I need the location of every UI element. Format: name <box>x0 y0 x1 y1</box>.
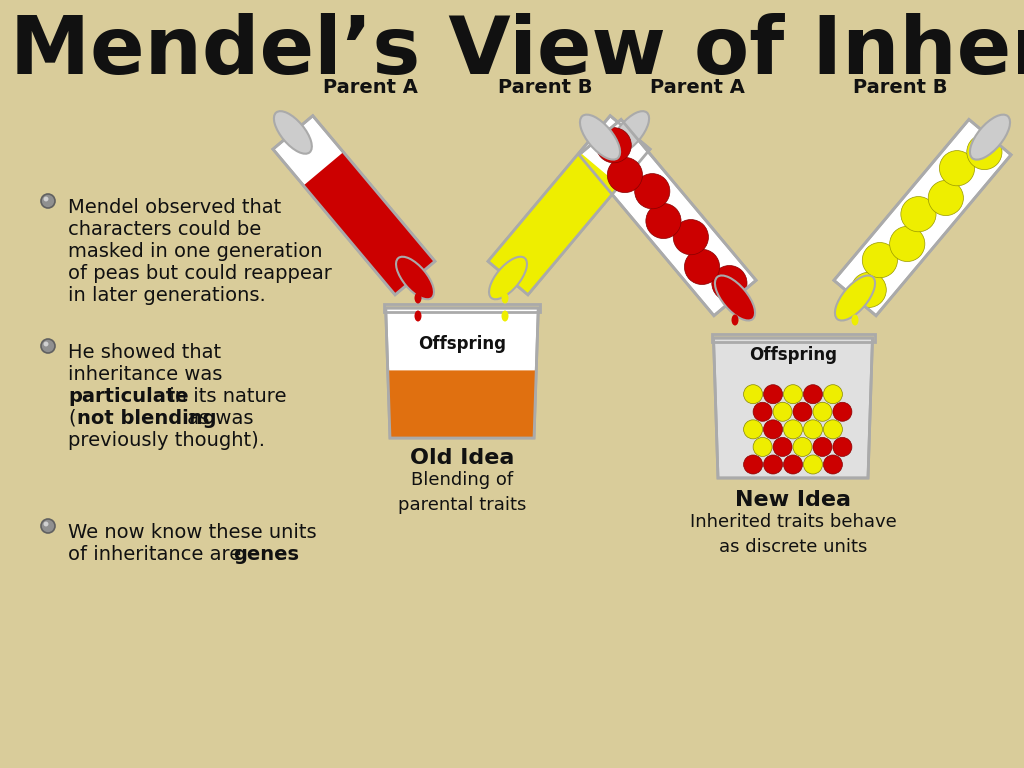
Text: characters could be: characters could be <box>68 220 261 239</box>
Text: particulate: particulate <box>68 387 188 406</box>
Ellipse shape <box>611 111 649 154</box>
Polygon shape <box>834 120 1011 316</box>
Circle shape <box>673 220 709 255</box>
Circle shape <box>793 438 812 456</box>
Circle shape <box>743 420 763 439</box>
Circle shape <box>823 455 843 474</box>
Text: inheritance was: inheritance was <box>68 365 222 384</box>
Circle shape <box>804 420 822 439</box>
Text: Mendel observed that: Mendel observed that <box>68 198 282 217</box>
Circle shape <box>764 455 782 474</box>
Ellipse shape <box>835 276 876 320</box>
Text: Parent A: Parent A <box>649 78 744 97</box>
Text: Parent B: Parent B <box>853 78 947 97</box>
Circle shape <box>684 250 720 284</box>
Circle shape <box>783 385 803 404</box>
Circle shape <box>712 266 746 301</box>
Ellipse shape <box>502 310 509 322</box>
Circle shape <box>901 197 936 232</box>
Circle shape <box>41 194 55 208</box>
Circle shape <box>804 385 822 404</box>
Circle shape <box>928 180 964 216</box>
Bar <box>712 334 874 342</box>
Circle shape <box>813 438 831 456</box>
Text: as was: as was <box>181 409 253 428</box>
Circle shape <box>851 273 887 307</box>
Text: masked in one generation: masked in one generation <box>68 242 323 261</box>
Ellipse shape <box>970 114 1010 160</box>
Text: Offspring: Offspring <box>418 336 506 353</box>
Circle shape <box>44 342 48 346</box>
Text: genes: genes <box>232 545 299 564</box>
Circle shape <box>813 402 831 422</box>
Circle shape <box>833 438 852 456</box>
Polygon shape <box>273 116 435 295</box>
Polygon shape <box>388 370 537 438</box>
Text: Old Idea: Old Idea <box>410 448 514 468</box>
Ellipse shape <box>715 276 755 320</box>
Text: He showed that: He showed that <box>68 343 221 362</box>
Circle shape <box>753 402 772 422</box>
Circle shape <box>823 385 843 404</box>
Circle shape <box>646 204 681 239</box>
Circle shape <box>833 402 852 422</box>
Ellipse shape <box>502 293 509 303</box>
Circle shape <box>804 455 822 474</box>
Text: Blending of
parental traits: Blending of parental traits <box>397 471 526 514</box>
Polygon shape <box>579 120 756 316</box>
Text: not blending: not blending <box>77 409 216 428</box>
Circle shape <box>596 127 632 163</box>
Polygon shape <box>488 116 650 295</box>
Text: previously thought).: previously thought). <box>68 431 265 450</box>
Circle shape <box>44 521 48 526</box>
Polygon shape <box>303 152 435 295</box>
Ellipse shape <box>396 257 434 300</box>
Ellipse shape <box>489 257 527 300</box>
Text: Offspring: Offspring <box>749 346 837 364</box>
Circle shape <box>939 151 975 186</box>
Text: New Idea: New Idea <box>735 490 851 510</box>
Text: Parent A: Parent A <box>323 78 418 97</box>
Text: We now know these units: We now know these units <box>68 523 316 542</box>
Polygon shape <box>488 152 620 295</box>
Ellipse shape <box>415 293 422 303</box>
Text: Parent B: Parent B <box>498 78 592 97</box>
Circle shape <box>862 243 897 278</box>
Circle shape <box>773 402 792 422</box>
Text: in its nature: in its nature <box>164 387 287 406</box>
Circle shape <box>783 420 803 439</box>
Text: (: ( <box>68 409 76 428</box>
Text: of inheritance are: of inheritance are <box>68 545 248 564</box>
Circle shape <box>41 519 55 533</box>
Ellipse shape <box>415 310 422 322</box>
Circle shape <box>753 438 772 456</box>
Circle shape <box>41 339 55 353</box>
Ellipse shape <box>852 315 858 326</box>
Text: .: . <box>276 545 283 564</box>
Circle shape <box>607 157 642 193</box>
Polygon shape <box>714 338 872 478</box>
Circle shape <box>764 420 782 439</box>
Ellipse shape <box>731 315 738 326</box>
Circle shape <box>773 438 792 456</box>
Text: Mendel’s View of Inheritance: Mendel’s View of Inheritance <box>10 13 1024 91</box>
Circle shape <box>764 385 782 404</box>
Polygon shape <box>386 308 539 438</box>
Circle shape <box>635 174 670 209</box>
Circle shape <box>793 402 812 422</box>
Text: in later generations.: in later generations. <box>68 286 266 305</box>
Circle shape <box>967 134 1002 170</box>
Circle shape <box>743 385 763 404</box>
Circle shape <box>743 455 763 474</box>
Circle shape <box>783 455 803 474</box>
Circle shape <box>890 227 925 262</box>
Circle shape <box>823 420 843 439</box>
Ellipse shape <box>273 111 312 154</box>
Ellipse shape <box>580 114 621 160</box>
Text: of peas but could reappear: of peas but could reappear <box>68 264 332 283</box>
Text: Inherited traits behave
as discrete units: Inherited traits behave as discrete unit… <box>689 513 896 556</box>
Circle shape <box>44 197 48 201</box>
Bar <box>384 304 541 312</box>
